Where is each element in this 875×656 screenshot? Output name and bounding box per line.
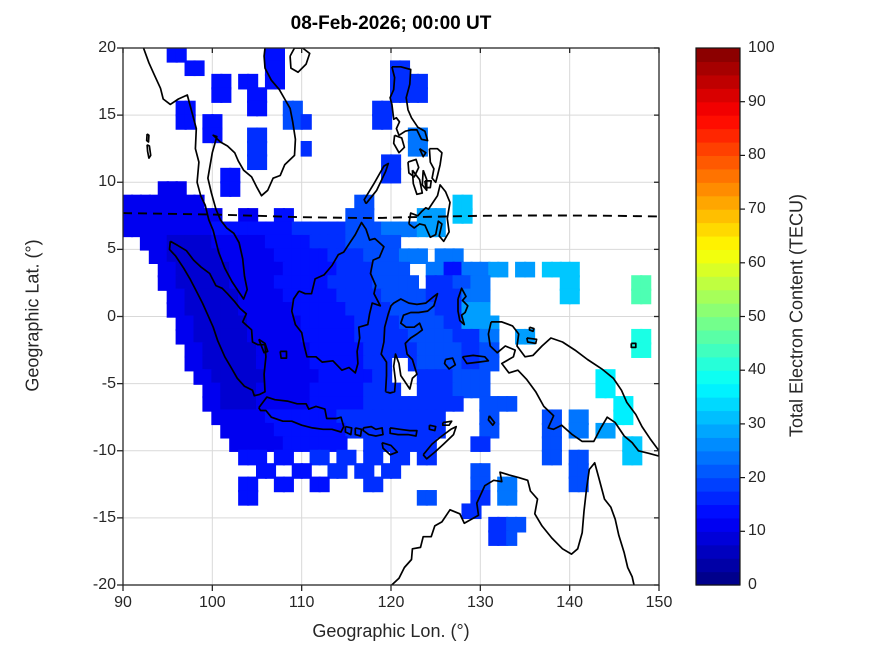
axis-ticks bbox=[117, 47, 660, 591]
y-tick-label: -10 bbox=[92, 441, 116, 459]
y-tick-label: 20 bbox=[98, 39, 116, 56]
x-tick-label: 90 bbox=[114, 594, 132, 611]
y-tick-label: 5 bbox=[107, 240, 116, 258]
magnetic-equator-dashed-line bbox=[123, 212, 659, 220]
y-tick-label: -20 bbox=[92, 576, 116, 593]
plot-title: 08-Feb-2026; 00:00 UT bbox=[290, 13, 492, 34]
x-tick-label: 100 bbox=[198, 594, 226, 611]
colorbar-tick-label: 60 bbox=[748, 253, 766, 271]
x-tick-label: 150 bbox=[645, 594, 673, 611]
x-tick-label: 120 bbox=[377, 594, 405, 611]
y-tick-label: -15 bbox=[92, 508, 116, 526]
colorbar-tick-label: 70 bbox=[748, 200, 766, 218]
y-tick-label: 15 bbox=[98, 106, 116, 124]
y-tick-label: 0 bbox=[107, 307, 116, 325]
colorbar-tick-label: 20 bbox=[748, 468, 766, 486]
colorbar-tick-label: 100 bbox=[748, 39, 775, 56]
colorbar-tick-label: 10 bbox=[748, 522, 766, 540]
colorbar-tick-label: 30 bbox=[748, 414, 766, 432]
x-axis-label: Geographic Lon. (°) bbox=[312, 621, 470, 641]
x-tick-label: 110 bbox=[288, 594, 315, 611]
y-tick-label: -5 bbox=[101, 374, 116, 392]
x-tick-label: 130 bbox=[466, 594, 494, 611]
y-tick-label: 10 bbox=[98, 173, 116, 191]
coastlines bbox=[142, 48, 659, 585]
y-axis-label: Geographic Lat. (°) bbox=[22, 239, 43, 392]
x-tick-label: 140 bbox=[556, 594, 583, 611]
colorbar-tick-label: 90 bbox=[748, 92, 766, 110]
colorbar bbox=[695, 47, 745, 586]
colorbar-tick-label: 0 bbox=[748, 576, 757, 593]
colorbar-tick-label: 50 bbox=[748, 307, 766, 325]
colorbar-tick-label: 80 bbox=[748, 146, 766, 164]
colorbar-tick-label: 40 bbox=[748, 361, 766, 379]
